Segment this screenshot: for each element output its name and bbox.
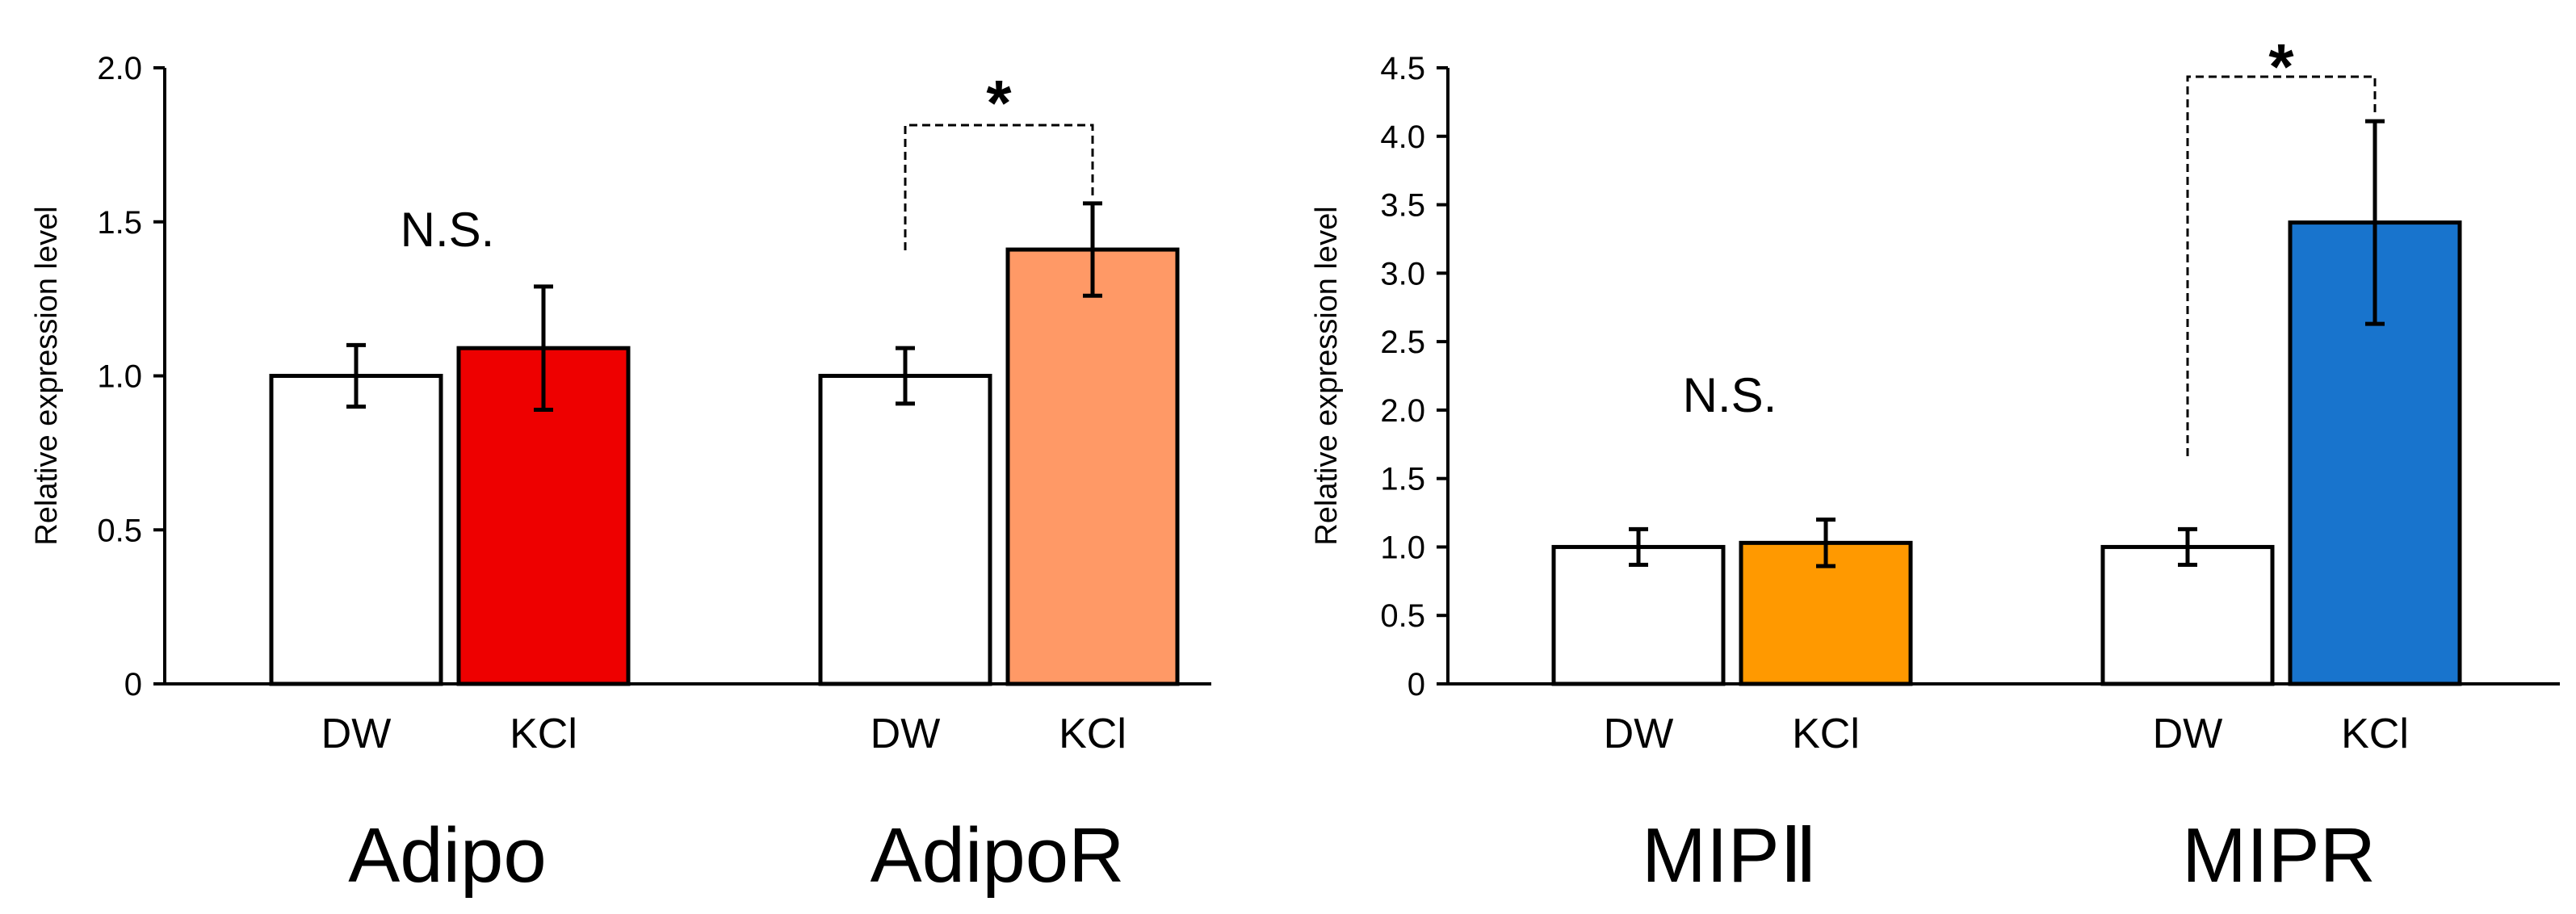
y-tick-label: 4.5 [1380,51,1425,86]
bar-group-mipr: DW KCl MIPR * [2100,31,2462,899]
y-axis-label: Relative expression level [30,206,64,545]
group-label: Adipo [348,812,547,899]
category-label: KCl [1059,711,1126,757]
ns-annotation: N.S. [401,203,495,257]
ns-annotation: N.S. [1683,368,1777,422]
significance-star: * [2268,31,2294,103]
bar-kcl [1005,247,1180,686]
significance-bracket [904,124,1094,250]
y-axis-label: Relative expression level [1310,206,1344,545]
bar-group-mipⅱ: DW KCl MIPⅡ N.S. [1551,368,1913,899]
chart-panel-1: 0 0.5 1.0 1.5 2.0 Relative expression level DW… [30,51,1211,899]
y-tick-label: 0.5 [1380,598,1425,634]
category-label: DW [1604,711,1674,757]
significance-bracket [2186,75,2377,456]
y-tick-label: 1.5 [1380,462,1425,497]
significance-star: * [986,67,1012,139]
y-tick-label: 0 [124,667,142,702]
y-tick-label: 1.0 [1380,530,1425,565]
y-tick-label: 3.5 [1380,188,1425,224]
y-tick-label: 0 [1408,667,1425,702]
category-label: DW [871,711,941,757]
bar-dw [269,374,443,686]
y-tick-label: 1.0 [97,359,142,395]
bar-group-adipo: DW KCl Adipo N.S. [269,203,631,899]
group-label: AdipoR [871,812,1125,899]
category-label: DW [321,711,392,757]
group-label: MIPⅡ [1642,812,1818,899]
y-tick-label: 2.5 [1380,325,1425,360]
y-tick-label: 3.0 [1380,256,1425,291]
category-label: KCl [510,711,577,757]
y-tick-label: 0.5 [97,513,142,548]
y-tick-label: 2.0 [97,51,142,86]
bar-dw [1551,544,1726,686]
y-tick-label: 1.5 [97,205,142,241]
bar-group-adipor: DW KCl AdipoR * [818,67,1180,899]
category-label: DW [2153,711,2223,757]
category-label: KCl [1792,711,1860,757]
group-label: MIPR [2182,812,2376,899]
bar-dw [818,374,992,686]
chart-panel-2: 0 0.5 1.0 1.5 2.0 2.5 3.0 3.5 4.0 4.5 Relative exp… [1310,31,2560,899]
y-tick-label: 2.0 [1380,393,1425,429]
category-label: KCl [2341,711,2409,757]
y-tick-label: 4.0 [1380,119,1425,155]
bar-dw [2100,544,2275,686]
